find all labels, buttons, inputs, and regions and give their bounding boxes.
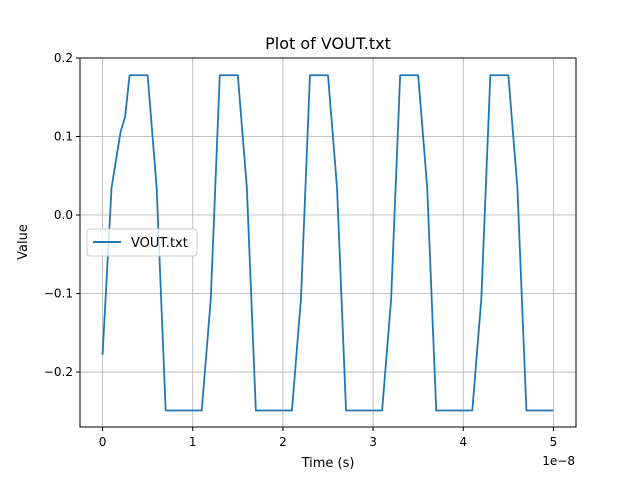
data-point-0-24: [426, 187, 428, 189]
data-point-0-18: [336, 187, 338, 189]
data-point-0-12: [246, 187, 248, 189]
data-point-0-8: [201, 410, 203, 412]
x-axis-title: Time (s): [301, 456, 355, 471]
data-point-0-26: [471, 410, 473, 412]
data-point-0-3: [124, 116, 126, 118]
y-tick-label-0: −0.2: [44, 365, 73, 379]
data-point-0-11: [237, 74, 239, 76]
data-point-0-31: [526, 410, 528, 412]
y-tick-label-3: 0.1: [54, 130, 73, 144]
data-point-0-6: [156, 187, 158, 189]
y-tick-label-2: 0.0: [54, 208, 73, 222]
axis-ticks: 0 1 2 3 4 5 −0.2 −0.1 0.0 0.1 0.2: [44, 51, 557, 449]
data-point-0-22: [399, 74, 401, 76]
data-point-0-29: [507, 74, 509, 76]
x-tick-label-1: 1: [189, 435, 197, 449]
data-point-0-19: [345, 410, 347, 412]
data-point-0-27: [480, 298, 482, 300]
data-point-0-16: [309, 74, 311, 76]
chart-title: Plot of VOUT.txt: [265, 34, 391, 53]
data-point-0-4: [129, 74, 131, 76]
y-tick-label-4: 0.2: [54, 51, 73, 65]
legend: VOUT.txt: [86, 228, 198, 257]
data-point-0-2: [120, 131, 122, 133]
data-point-0-21: [390, 298, 392, 300]
data-point-0-5: [147, 74, 149, 76]
legend-label: VOUT.txt: [131, 236, 188, 251]
data-point-0-13: [255, 410, 257, 412]
data-point-0-23: [417, 74, 419, 76]
data-point-0-9: [210, 298, 212, 300]
data-point-0-17: [327, 74, 329, 76]
y-tick-label-1: −0.1: [44, 287, 73, 301]
data-point-0-0: [102, 354, 104, 356]
data-point-0-30: [516, 187, 518, 189]
data-point-0-32: [553, 410, 555, 412]
data-point-0-1: [111, 187, 113, 189]
legend-box: [86, 228, 198, 257]
x-tick-label-2: 2: [279, 435, 287, 449]
x-tick-label-0: 0: [99, 435, 107, 449]
plot-frame: [79, 57, 577, 428]
series-layer: [101, 74, 555, 412]
data-point-0-7: [165, 410, 167, 412]
x-axis-offset-label: 1e−8: [542, 454, 575, 468]
y-axis-title: Value: [16, 224, 31, 260]
data-point-0-15: [300, 298, 302, 300]
data-point-0-14: [291, 410, 293, 412]
series-line-0: [101, 74, 554, 412]
x-tick-label-3: 3: [369, 435, 377, 449]
data-point-0-28: [489, 74, 491, 76]
data-point-0-20: [381, 410, 383, 412]
data-point-0-25: [435, 410, 437, 412]
data-point-0-10: [219, 74, 221, 76]
x-tick-label-5: 5: [550, 435, 558, 449]
x-tick-label-4: 4: [459, 435, 467, 449]
